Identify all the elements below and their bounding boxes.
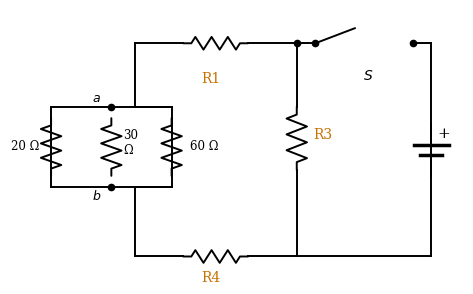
Text: 20 Ω: 20 Ω xyxy=(11,141,40,153)
Text: $S$: $S$ xyxy=(363,69,374,83)
Text: 30
Ω: 30 Ω xyxy=(123,129,138,157)
Text: R3: R3 xyxy=(313,128,332,143)
Text: $b$: $b$ xyxy=(92,189,101,203)
Text: R4: R4 xyxy=(201,271,220,285)
Text: +: + xyxy=(438,127,451,141)
Text: 60 Ω: 60 Ω xyxy=(190,141,219,153)
Text: $a$: $a$ xyxy=(92,92,101,105)
Text: R1: R1 xyxy=(201,72,220,86)
